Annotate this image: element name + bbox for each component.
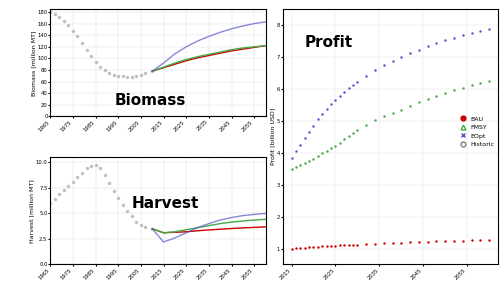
Y-axis label: Biomass [million MT]: Biomass [million MT] xyxy=(31,30,36,95)
Y-axis label: Harvest [million MT]: Harvest [million MT] xyxy=(29,179,34,243)
Text: Biomass: Biomass xyxy=(115,93,186,108)
Text: Profit: Profit xyxy=(304,35,353,50)
Y-axis label: Profit [billion USD]: Profit [billion USD] xyxy=(270,108,275,165)
Legend: BAU, FMSY, EOpt, Historic: BAU, FMSY, EOpt, Historic xyxy=(454,114,497,150)
Text: Harvest: Harvest xyxy=(132,196,200,211)
